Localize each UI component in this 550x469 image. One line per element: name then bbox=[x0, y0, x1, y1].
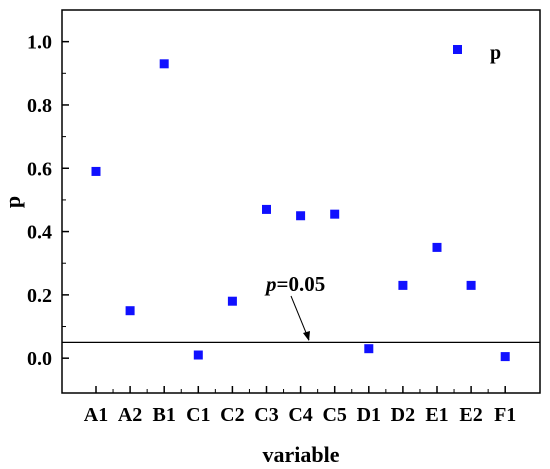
data-point bbox=[91, 166, 101, 176]
x-tick-label: C1 bbox=[186, 404, 210, 426]
data-point bbox=[398, 280, 408, 290]
x-tick-label: C5 bbox=[322, 404, 346, 426]
data-point bbox=[262, 204, 271, 214]
y-tick-label: 0.8 bbox=[27, 95, 52, 117]
data-point bbox=[364, 344, 374, 354]
y-axis: 0.0 0.2 0.4 0.6 0.8 1.0 bbox=[27, 32, 69, 370]
legend-marker bbox=[453, 45, 462, 54]
y-tick-label: 1.0 bbox=[27, 32, 52, 54]
x-tick-label: D2 bbox=[391, 404, 415, 426]
y-tick-label: 0.4 bbox=[27, 222, 52, 244]
x-tick-label: F1 bbox=[494, 404, 516, 426]
data-point bbox=[330, 209, 340, 219]
data-point bbox=[193, 350, 203, 360]
x-tick-label: E1 bbox=[425, 404, 448, 426]
x-tick-label: C3 bbox=[254, 404, 278, 426]
data-point bbox=[500, 352, 510, 362]
x-axis-title: variable bbox=[263, 442, 340, 467]
y-tick-label: 0.6 bbox=[27, 158, 52, 180]
data-point bbox=[227, 296, 237, 306]
x-tick-label: B1 bbox=[153, 404, 176, 426]
x-tick-label: C2 bbox=[220, 404, 244, 426]
y-tick-label: 0.0 bbox=[27, 348, 52, 370]
data-point bbox=[125, 306, 135, 316]
x-tick-label: A2 bbox=[118, 404, 142, 426]
x-tick-label: D1 bbox=[357, 404, 381, 426]
data-points bbox=[91, 59, 510, 362]
y-tick-label: 0.2 bbox=[27, 285, 52, 307]
annotation-value: =0.05 bbox=[277, 272, 326, 296]
x-axis: A1 A2 B1 C1 C2 C3 C4 C5 D1 D2 E1 E2 F1 bbox=[84, 386, 516, 426]
data-point bbox=[159, 59, 169, 69]
annotation-arrowhead bbox=[303, 331, 310, 341]
data-point bbox=[466, 280, 476, 290]
legend-label: p bbox=[490, 42, 501, 64]
x-tick-label: E2 bbox=[459, 404, 482, 426]
x-tick-label: C4 bbox=[288, 404, 312, 426]
x-tick-label: A1 bbox=[84, 404, 108, 426]
data-point bbox=[432, 242, 442, 252]
y-axis-title: p bbox=[0, 196, 25, 208]
plot-frame bbox=[61, 9, 541, 394]
annotation-prefix: p bbox=[264, 272, 277, 296]
significance-annotation: p=0.05 bbox=[264, 272, 325, 296]
data-point bbox=[296, 211, 306, 221]
